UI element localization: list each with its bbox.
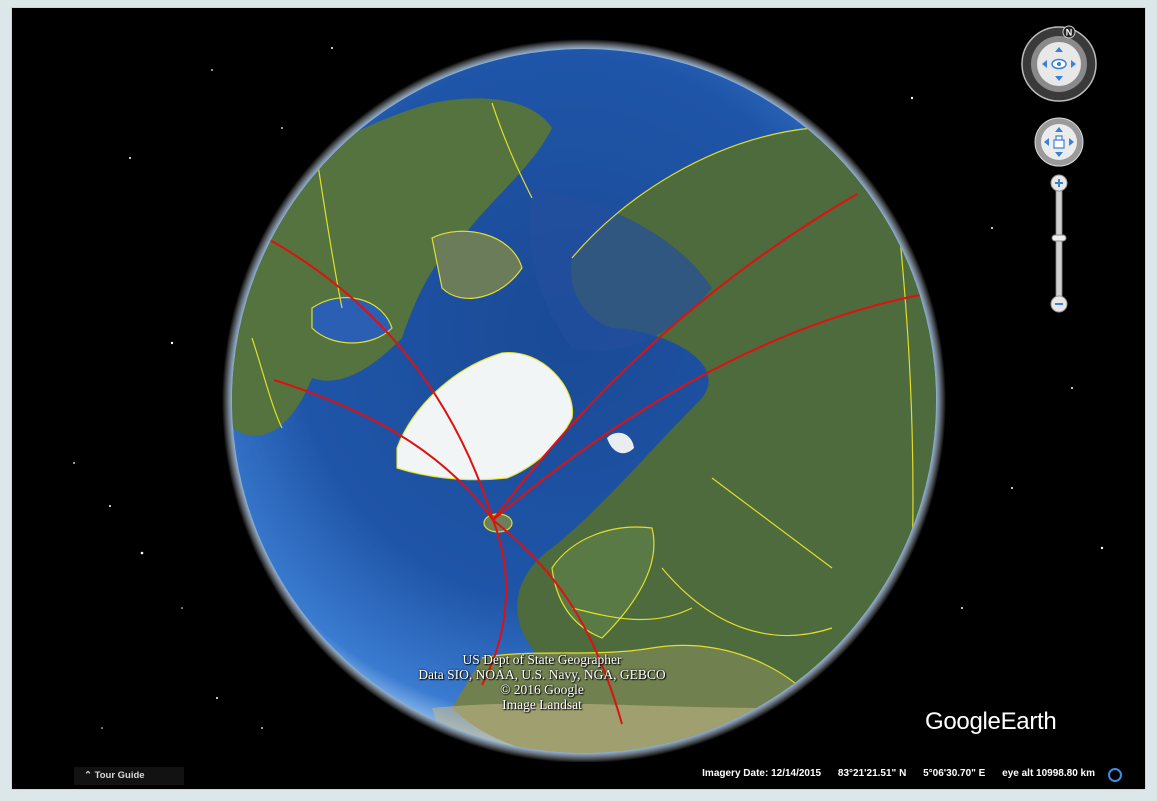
status-readout: Imagery Date: 12/14/2015 83°21'21.51" N … xyxy=(702,767,1095,781)
credit-line-2: Data SIO, NOAA, U.S. Navy, NGA, GEBCO xyxy=(418,667,666,682)
route-west xyxy=(273,379,494,521)
landmass-scandinavia xyxy=(552,527,654,638)
landmass-north-america xyxy=(232,98,552,436)
credit-line-4: Image Landsat xyxy=(502,697,582,712)
loading-ring-icon xyxy=(1108,768,1122,782)
hand-icon xyxy=(1053,135,1065,149)
landmass-arctic-islands xyxy=(432,231,522,299)
zoom-slider[interactable] xyxy=(1046,171,1072,316)
tour-guide-button[interactable]: ⌃ Tour Guide xyxy=(74,767,184,785)
landmass-greenland xyxy=(397,352,573,480)
longitude-readout: 5°06'30.70" E xyxy=(923,768,986,779)
route-south xyxy=(481,519,508,686)
logo-google: Google xyxy=(925,708,1001,735)
credit-line-3: © 2016 Google xyxy=(500,682,584,697)
imagery-credits: US Dept of State Geographer Data SIO, NO… xyxy=(382,652,702,712)
latitude-readout: 83°21'21.51" N xyxy=(837,768,907,779)
landmass-africa xyxy=(432,703,772,753)
compass-control[interactable]: N xyxy=(1020,25,1098,103)
imagery-date: Imagery Date: 12/14/2015 xyxy=(702,768,822,779)
compass-north-label[interactable]: N xyxy=(1066,28,1073,38)
credit-line-1: US Dept of State Geographer xyxy=(462,652,622,667)
status-bar: ⌃ Tour Guide Imagery Date: 12/14/2015 83… xyxy=(12,762,1145,789)
globe-scene[interactable] xyxy=(12,8,1145,789)
earth-viewer[interactable]: N US Dept of State Geographer Data SIO, … xyxy=(12,8,1145,789)
zoom-track[interactable] xyxy=(1055,182,1063,304)
route-northwest xyxy=(269,239,494,521)
logo-earth: Earth xyxy=(1000,708,1057,735)
plus-icon xyxy=(1055,179,1063,187)
google-earth-logo: GoogleEarth xyxy=(925,708,1057,736)
eye-altitude: eye alt 10998.80 km xyxy=(1002,768,1095,779)
arctic-ocean xyxy=(529,188,712,351)
zoom-thumb[interactable] xyxy=(1051,234,1067,242)
route-east xyxy=(492,294,921,521)
flight-routes xyxy=(269,193,921,725)
starfield xyxy=(73,47,1104,729)
hudson-bay xyxy=(312,297,392,343)
move-control[interactable] xyxy=(1033,116,1085,168)
route-northeast xyxy=(492,193,858,521)
landmass-svalbard xyxy=(607,432,634,454)
chevron-up-icon: ⌃ xyxy=(84,770,92,781)
tour-guide-label: Tour Guide xyxy=(94,770,145,781)
route-southeast xyxy=(492,519,623,725)
